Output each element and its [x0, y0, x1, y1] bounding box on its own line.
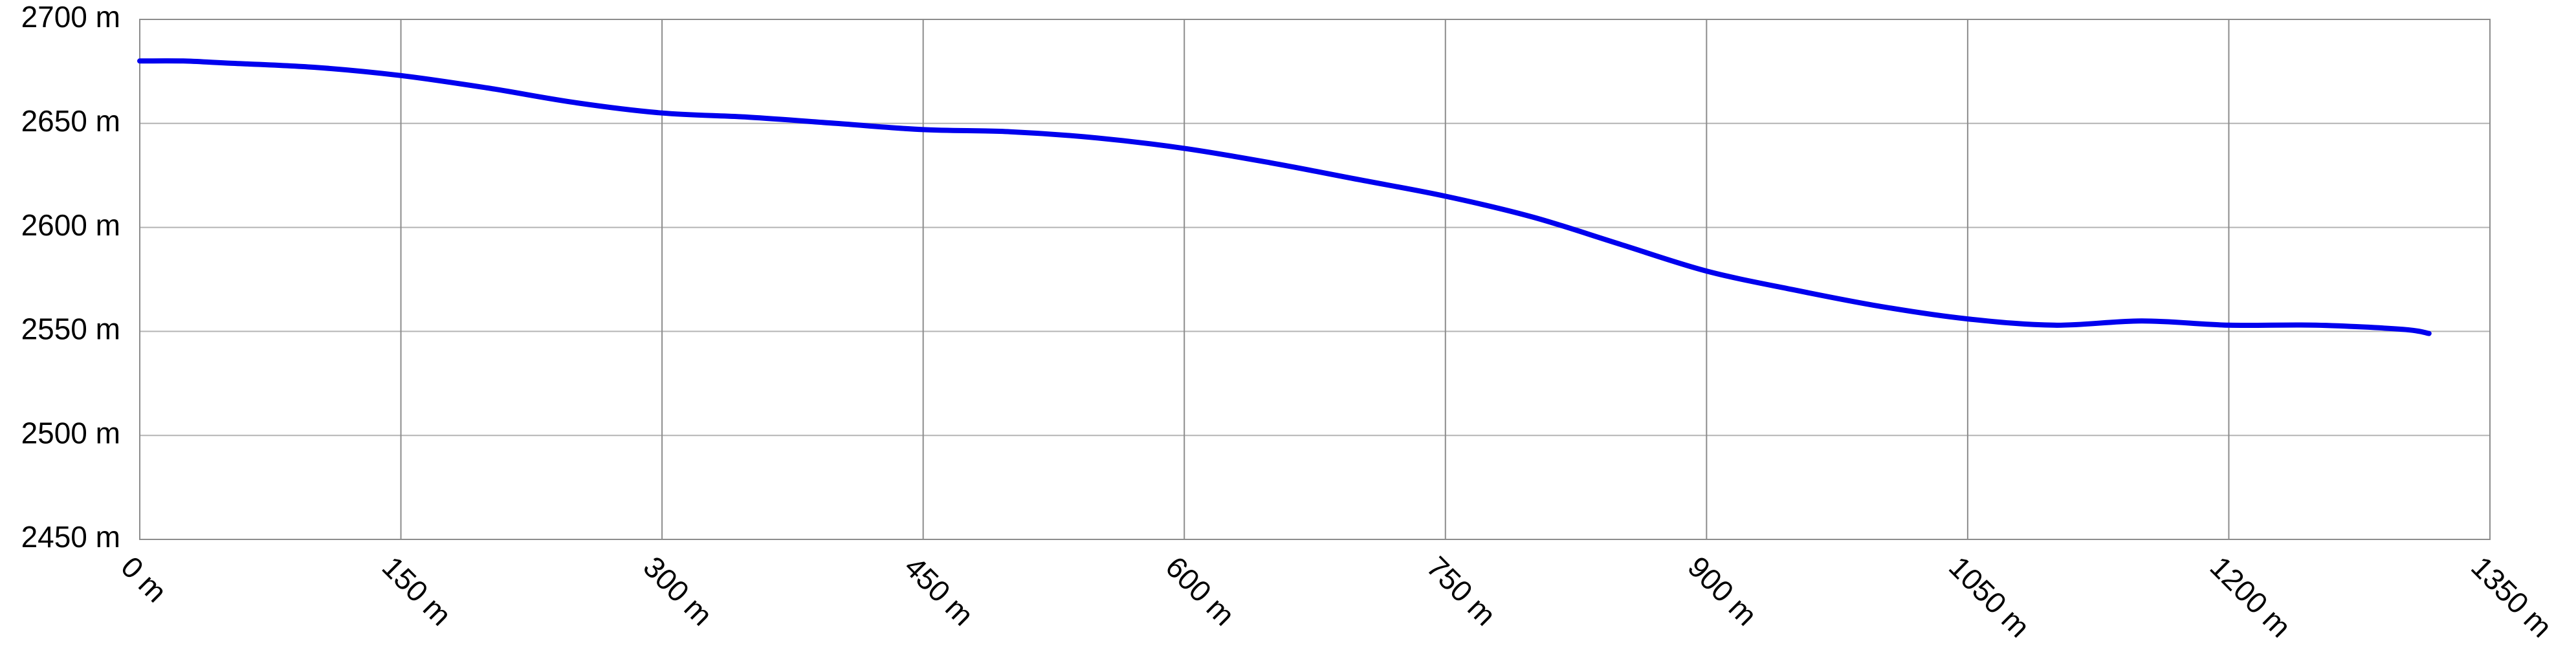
x-tick-label: 750 m [1420, 550, 1503, 632]
elevation-series-line [137, 58, 2432, 336]
y-tick-label: 2450 m [21, 520, 120, 554]
x-tick-label: 150 m [376, 550, 458, 632]
plot-border [139, 19, 2491, 540]
y-tick-label: 2700 m [21, 0, 120, 34]
x-tick-label: 0 m [115, 550, 173, 609]
x-tick-label: 1050 m [1943, 550, 2036, 644]
x-tick-label: 900 m [1682, 550, 1764, 632]
x-tick-label: 300 m [637, 550, 719, 632]
grid-lines [139, 19, 2491, 540]
plot-frame [139, 19, 2491, 540]
x-tick-label: 1350 m [2465, 550, 2559, 644]
series-layer [137, 58, 2432, 336]
x-tick-label: 600 m [1159, 550, 1241, 632]
x-tick-label: 1200 m [2204, 550, 2298, 644]
y-tick-label: 2500 m [21, 416, 120, 450]
x-tick-label: 450 m [898, 550, 980, 632]
y-tick-label: 2550 m [21, 312, 120, 346]
x-axis-ticks: 0 m 150 m 300 m 450 m 600 m 750 m 900 m 1050 m 1… [115, 550, 2559, 644]
y-tick-label: 2650 m [21, 104, 120, 138]
y-tick-label: 2600 m [21, 208, 120, 242]
y-axis-ticks: 2450 m 2500 m 2550 m 2600 m 2650 m 2700 m [21, 0, 120, 554]
